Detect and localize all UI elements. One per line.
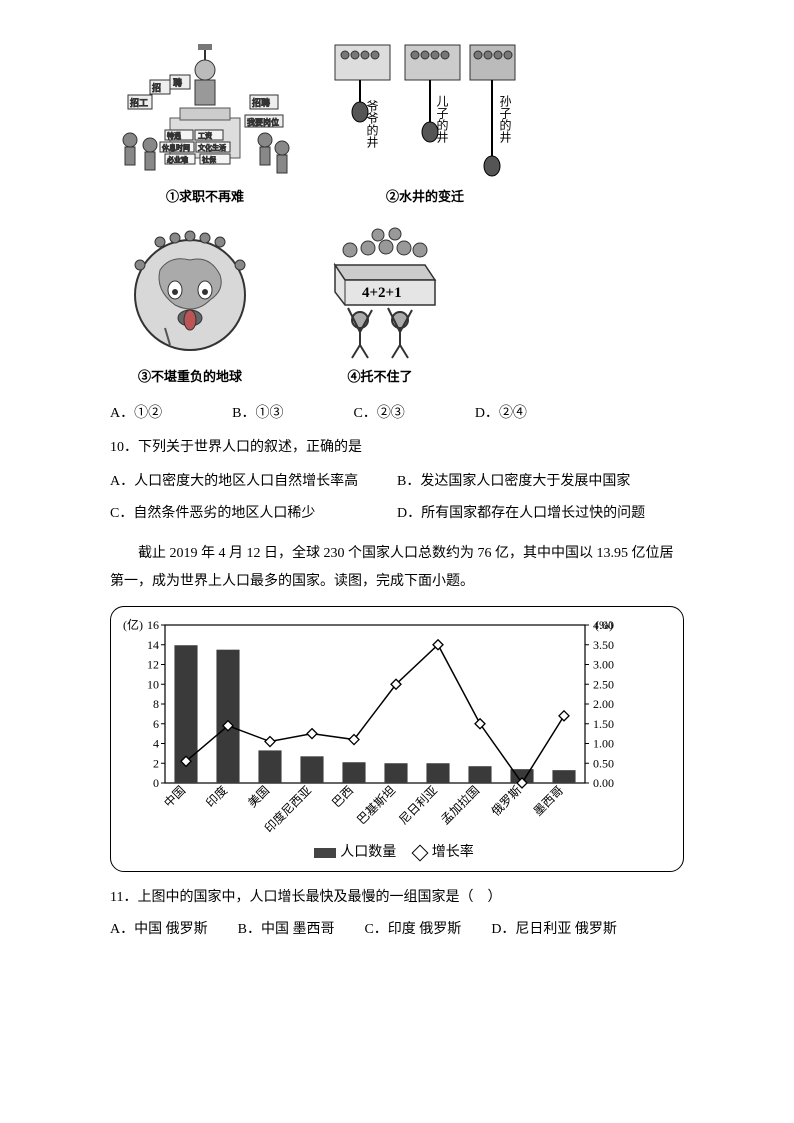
cartoon-2-caption: ②水井的变迁 xyxy=(386,184,464,210)
svg-text:尼日利亚: 尼日利亚 xyxy=(396,783,440,827)
cartoon-2-image: 爷爷的井 儿子的井 孙子的井 xyxy=(330,40,520,180)
q10-option-a: A．人口密度大的地区人口自然增长率高 xyxy=(110,468,397,496)
q10-option-c: C．自然条件恶劣的地区人口稀少 xyxy=(110,500,397,528)
q10-option-d: D．所有国家都存在人口增长过快的问题 xyxy=(397,500,684,528)
svg-text:俄罗斯: 俄罗斯 xyxy=(489,783,524,818)
svg-text:休息时间: 休息时间 xyxy=(162,143,190,152)
chart-svg: 0 2 4 6 8 10 12 14 16 (亿) 0.00 0.50 1.00 1.50 2.00 2.50… xyxy=(123,617,643,837)
svg-text:我要岗位: 我要岗位 xyxy=(247,117,279,127)
svg-text:儿子的井: 儿子的井 xyxy=(435,95,449,144)
svg-text:6: 6 xyxy=(153,717,159,731)
svg-text:印度: 印度 xyxy=(203,783,231,811)
svg-text:3.00: 3.00 xyxy=(593,658,614,672)
q11-option-c: C．印度 俄罗斯 xyxy=(364,916,461,944)
svg-text:4: 4 xyxy=(153,737,159,751)
svg-text:特遇: 特遇 xyxy=(167,131,181,140)
svg-text:招聘: 招聘 xyxy=(252,97,270,108)
cartoon-3-image xyxy=(110,220,270,360)
cartoon-4-image: 4+2+1 xyxy=(300,220,460,360)
cartoon-1: 招工 招 聘 招聘 我要岗位 特遇 工资 xyxy=(110,40,300,210)
svg-text:美国: 美国 xyxy=(245,783,272,810)
q9-options: A．①② B．①③ C．②③ D．②④ xyxy=(110,400,684,428)
svg-text:(%): (%) xyxy=(595,618,613,632)
cartoon-4: 4+2+1 xyxy=(300,220,460,390)
legend-rate: 增长率 xyxy=(432,845,474,860)
svg-text:1.00: 1.00 xyxy=(593,737,614,751)
legend-pop: 人口数量 xyxy=(340,845,396,860)
q11-option-b: B．中国 墨西哥 xyxy=(238,916,335,944)
legend-diamond-icon xyxy=(411,844,428,861)
svg-text:巴西: 巴西 xyxy=(329,783,356,810)
svg-text:工资: 工资 xyxy=(198,131,212,140)
cartoon-1-image: 招工 招 聘 招聘 我要岗位 特遇 工资 xyxy=(110,40,300,180)
svg-text:1.50: 1.50 xyxy=(593,717,614,731)
q9-option-a: A．①② xyxy=(110,400,162,428)
q9-option-d: D．②④ xyxy=(475,400,527,428)
legend-bar-icon xyxy=(314,848,336,858)
q11-option-a: A．中国 俄罗斯 xyxy=(110,916,208,944)
svg-text:巴基斯坦: 巴基斯坦 xyxy=(354,783,398,827)
cartoon-3: ③不堪重负的地球 xyxy=(110,220,270,390)
svg-text:2.50: 2.50 xyxy=(593,677,614,691)
svg-text:12: 12 xyxy=(147,658,159,672)
svg-text:必业难: 必业难 xyxy=(167,155,188,164)
svg-text:8: 8 xyxy=(153,697,159,711)
q9-option-b: B．①③ xyxy=(232,400,283,428)
svg-text:0.50: 0.50 xyxy=(593,756,614,770)
q9-option-c: C．②③ xyxy=(353,400,404,428)
cartoon-4-caption: ④托不住了 xyxy=(347,364,412,390)
cartoon-grid: 招工 招 聘 招聘 我要岗位 特遇 工资 xyxy=(110,40,684,390)
svg-text:中国: 中国 xyxy=(161,783,189,811)
q10-options: A．人口密度大的地区人口自然增长率高 B．发达国家人口密度大于发展中国家 C．自… xyxy=(110,466,684,530)
svg-text:0: 0 xyxy=(153,776,159,790)
passage-text: 截止 2019 年 4 月 12 日，全球 230 个国家人口总数约为 76 亿… xyxy=(110,540,684,596)
svg-text:孙子的井: 孙子的井 xyxy=(498,95,512,144)
svg-text:2.00: 2.00 xyxy=(593,697,614,711)
chart-svg-wrap: 0 2 4 6 8 10 12 14 16 (亿) 0.00 0.50 1.00 1.50 2.00 2.50… xyxy=(123,617,665,837)
svg-text:文化生活: 文化生活 xyxy=(198,143,226,152)
cartoon-3-caption: ③不堪重负的地球 xyxy=(138,364,242,390)
svg-text:2: 2 xyxy=(153,756,159,770)
svg-text:16: 16 xyxy=(147,618,159,632)
cartoon-1-caption: ①求职不再难 xyxy=(166,184,244,210)
svg-text:墨西哥: 墨西哥 xyxy=(531,783,566,818)
svg-text:招工: 招工 xyxy=(130,97,148,108)
q11-stem: 11．上图中的国家中，人口增长最快及最慢的一组国家是（ ） xyxy=(110,884,684,912)
svg-text:(亿): (亿) xyxy=(123,617,143,632)
svg-text:爷爷的井: 爷爷的井 xyxy=(365,100,379,149)
q11-options: A．中国 俄罗斯 B．中国 墨西哥 C．印度 俄罗斯 D．尼日利亚 俄罗斯 xyxy=(110,916,684,944)
population-chart: 0 2 4 6 8 10 12 14 16 (亿) 0.00 0.50 1.00 1.50 2.00 2.50… xyxy=(110,606,684,872)
svg-text:14: 14 xyxy=(147,638,159,652)
svg-text:10: 10 xyxy=(147,677,159,691)
q11-option-d: D．尼日利亚 俄罗斯 xyxy=(491,916,617,944)
cartoon-2: 爷爷的井 儿子的井 孙子的井 ②水井的变迁 xyxy=(330,40,520,210)
chart-legend: 人口数量 增长率 xyxy=(123,839,665,867)
svg-text:社保: 社保 xyxy=(202,155,216,164)
svg-text:孟加拉国: 孟加拉国 xyxy=(438,783,483,828)
svg-text:聘: 聘 xyxy=(173,77,182,88)
exam-page: 招工 招 聘 招聘 我要岗位 特遇 工资 xyxy=(0,0,794,1123)
svg-text:0.00: 0.00 xyxy=(593,776,614,790)
svg-text:3.50: 3.50 xyxy=(593,638,614,652)
q10-option-b: B．发达国家人口密度大于发展中国家 xyxy=(397,468,684,496)
svg-text:4+2+1: 4+2+1 xyxy=(362,285,402,301)
q10-stem: 10．下列关于世界人口的叙述，正确的是 xyxy=(110,434,684,462)
svg-text:招: 招 xyxy=(152,82,161,93)
